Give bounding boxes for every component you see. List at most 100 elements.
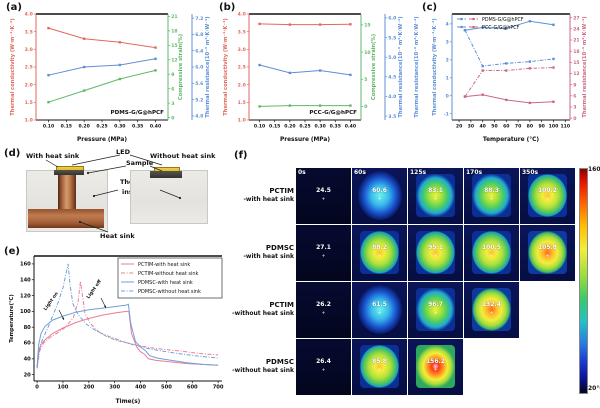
panel-b: (b) 0.10 0.15 0.20 0.25 0.30 0.35 0.40 Pressure… — [215, 0, 408, 145]
svg-text:1.0: 1.0 — [25, 118, 33, 124]
svg-text:4.0: 4.0 — [388, 94, 396, 100]
svg-text:15: 15 — [171, 43, 177, 49]
thermal-image-cell: 132.4 + — [464, 282, 519, 338]
svg-text:0.40: 0.40 — [345, 124, 356, 130]
svg-text:30: 30 — [468, 124, 474, 130]
svg-text:3: 3 — [446, 40, 449, 46]
svg-text:12: 12 — [171, 57, 177, 63]
svg-text:2.0: 2.0 — [25, 82, 33, 88]
svg-text:Light on: Light on — [43, 291, 60, 312]
thermal-image-cell: 60s 60.6 + — [352, 168, 407, 224]
svg-text:5.5: 5.5 — [388, 35, 396, 41]
svg-text:0.35: 0.35 — [330, 124, 341, 130]
svg-text:PDMSC-without heat sink: PDMSC-without heat sink — [138, 289, 201, 295]
svg-text:120: 120 — [20, 293, 31, 299]
svg-text:20: 20 — [24, 372, 32, 378]
svg-text:1.0: 1.0 — [238, 118, 246, 124]
svg-text:0.30: 0.30 — [314, 124, 325, 130]
svg-text:5: 5 — [364, 77, 367, 83]
temperature-value: 26.4 — [316, 358, 331, 366]
svg-text:2.5: 2.5 — [238, 65, 246, 71]
svg-text:24: 24 — [573, 27, 579, 33]
time-label: 170s — [466, 169, 483, 176]
svg-text:4.0: 4.0 — [25, 12, 33, 18]
svg-text:20: 20 — [456, 124, 462, 130]
svg-text:Compressive strain(%): Compressive strain(%) — [371, 34, 377, 100]
svg-text:3.5: 3.5 — [238, 29, 246, 35]
thermal-image-cell: 125s 83.1 + — [408, 168, 463, 224]
svg-text:12: 12 — [573, 71, 579, 77]
svg-text:100: 100 — [549, 124, 559, 130]
temperature-value: 88.2 — [372, 244, 387, 252]
svg-text:0.20: 0.20 — [78, 124, 89, 130]
svg-text:15: 15 — [364, 23, 370, 29]
heat-sink-column — [58, 175, 76, 209]
temperature-value: 61.5 — [372, 301, 387, 309]
svg-text:160: 160 — [20, 262, 31, 268]
svg-text:Thermal resistance(10⁻⁴ m²·K·W: Thermal resistance(10⁻⁴ m²·K·W⁻¹) — [205, 16, 211, 117]
svg-text:1.5: 1.5 — [25, 100, 33, 106]
photo-without-heat-sink — [130, 170, 208, 224]
svg-text:400: 400 — [135, 385, 146, 391]
svg-text:27: 27 — [573, 15, 579, 21]
thermal-image-cell: 88.2 + — [352, 225, 407, 281]
panel-e: (e) 0 100 200 300 400 500 600 700 Time(s) 20 40 60 8… — [0, 246, 230, 408]
svg-text:18: 18 — [171, 29, 177, 35]
panel-c-label: (c) — [422, 2, 438, 13]
panel-d: (d) With heat sink LED Sample Without he… — [0, 146, 230, 246]
svg-text:0.10: 0.10 — [43, 124, 54, 130]
time-label: 0s — [298, 169, 306, 176]
svg-text:3.0: 3.0 — [25, 47, 33, 53]
thermal-image-cell: 27.1 + — [296, 225, 351, 281]
sample-label: Sample — [126, 159, 154, 167]
temperature-colorbar — [579, 168, 588, 394]
svg-text:PDMS-G/G@hPCF: PDMS-G/G@hPCF — [482, 17, 524, 23]
row-label-pctim-with: PCTIM -with heat sink — [243, 187, 294, 203]
svg-text:Thermal resistance(10⁻⁴ m²·K·W: Thermal resistance(10⁻⁴ m²·K·W⁻¹) — [398, 16, 404, 117]
temperature-value: 85.8 — [372, 358, 387, 366]
svg-text:0.40: 0.40 — [150, 124, 161, 130]
panel-c: (c) 20 30 40 50 60 70 80 90 100 110 Temperature (°… — [408, 0, 600, 145]
svg-text:6: 6 — [171, 86, 174, 92]
temperature-value: 24.5 — [316, 187, 331, 195]
svg-text:PCC-G/G@hPCF: PCC-G/G@hPCF — [482, 25, 520, 31]
svg-text:4.8: 4.8 — [195, 114, 203, 120]
panel-e-label: (e) — [4, 246, 20, 257]
svg-text:0.25: 0.25 — [299, 124, 310, 130]
thermal-image-cell: 170s 88.3 + — [464, 168, 519, 224]
svg-text:2.5: 2.5 — [25, 65, 33, 71]
svg-text:Thermal resistance(10⁻⁴ m²·K·W: Thermal resistance(10⁻⁴ m²·K·W⁻¹) — [582, 16, 588, 117]
svg-text:300: 300 — [109, 385, 120, 391]
svg-text:10: 10 — [364, 50, 370, 56]
svg-text:90: 90 — [538, 124, 544, 130]
svg-text:80: 80 — [24, 325, 32, 331]
temperature-value: 27.1 — [316, 244, 331, 252]
thermal-image-cell: 100.5 + — [464, 225, 519, 281]
thermal-image-cell: 156.2 + — [408, 339, 463, 395]
thermal-image-cell: 26.4 + — [296, 339, 351, 395]
svg-text:60: 60 — [503, 124, 509, 130]
svg-text:Compressive strain(%): Compressive strain(%) — [178, 34, 184, 100]
svg-text:500: 500 — [161, 385, 172, 391]
svg-text:0.30: 0.30 — [114, 124, 125, 130]
svg-text:3: 3 — [171, 101, 174, 107]
temperature-value: 83.1 — [428, 187, 443, 195]
svg-text:700: 700 — [213, 385, 224, 391]
svg-text:2.0: 2.0 — [238, 82, 246, 88]
svg-text:6.0: 6.0 — [388, 16, 396, 22]
thermal-image-cell: 350s 100.2 + — [520, 168, 575, 224]
temperature-value: 88.3 — [484, 187, 499, 195]
temperature-value: 132.4 — [482, 301, 501, 309]
svg-text:9: 9 — [171, 72, 174, 78]
heat-sink-base — [28, 209, 104, 228]
with-heat-sink-label: With heat sink — [26, 152, 80, 160]
time-label: 125s — [410, 169, 427, 176]
svg-text:21: 21 — [573, 38, 579, 44]
svg-text:3.5: 3.5 — [25, 29, 33, 35]
svg-text:4.0: 4.0 — [238, 12, 246, 18]
panel-d-label: (d) — [4, 148, 21, 159]
svg-text:5.2: 5.2 — [195, 97, 203, 103]
svg-text:0.20: 0.20 — [284, 124, 295, 130]
row-label-pdmsc-without: PDMSC -without heat sink — [232, 358, 294, 374]
